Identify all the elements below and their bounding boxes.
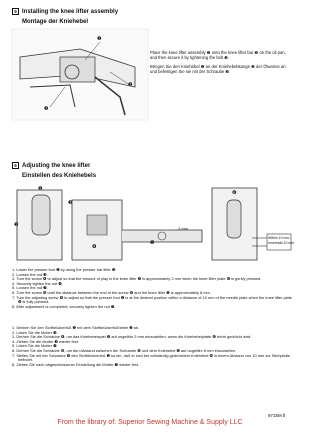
section-number: 5 [12,8,19,15]
step: 1. Lower the presser foot ❶ by using the… [12,267,117,272]
callout: ❺ [150,240,155,246]
heading-5: 5 Installing the knee lifter assembly Mont… [12,8,118,26]
step: 7. Stellen Sie mit der Schraube ❾ den St… [12,352,290,363]
page: 5 Installing the knee lifter assembly Mont… [11,8,295,426]
title-en: Adjusting the knee lifter [22,163,91,169]
footer-library: From the library of: Superior Sewing Mac… [57,419,243,426]
step: 8. Ziehen Sie nach abgeschlossener Einst… [12,361,139,367]
step: 3. Drehen Sie die Schraube ❹, um das Kni… [12,334,252,340]
callout: ❸ [44,106,49,112]
figure-label: 2 mm [178,226,188,231]
step: 5. Lösen Sie die Mutter ❼. [12,343,58,349]
heading-6: 6 Adjusting the knee lifter Einstellen des… [12,162,96,180]
step: 1. Senken Sie den Stoffdrückerfuß ❶ mit … [12,325,140,330]
step: 8. After adjustment is completed, secure… [12,303,116,309]
step: 6. Turn the screw ❽ until the distance b… [12,289,211,295]
step: 2. Lösen Sie die Mutter ❸. [12,329,58,335]
figure-label: Within 10 mm Innerhalb 10 mm [268,236,294,245]
figure-adjust [16,187,292,261]
steps-de: 1. Senken Sie den Stoffdrückerfuß ❶ mit … [12,325,294,367]
text-en: Place the knee lifter assembly ❶ onto th… [150,50,286,61]
step: 4. Ziehen Sie die Mutter ❸ wieder fest. [12,338,79,344]
label-en: Within 10 mm [268,236,290,240]
text-de: Bringen Sie den Kniehebel ❶ an der Knieh… [150,64,286,75]
callout: ❶ [97,36,102,42]
callout: ❶ [14,222,19,228]
callout: ❷ [38,186,43,192]
steps-en: 1. Lower the presser foot ❶ by using the… [12,267,294,309]
title-de: Montage der Kniehebel [22,19,89,25]
step: 5. Loosen the nut ❼. [12,285,48,291]
page-number: 9715M Ⅱ [268,413,286,418]
step: 6. Drehen Sie die Schraube ❽, um den Abs… [12,347,237,353]
title-en: Installing the knee lifter assembly [22,9,119,15]
callout: ❷ [128,82,133,88]
step: 2. Loosen the nut ❸. [12,271,48,277]
callout: ❹ [92,244,97,250]
step: 4. Securely tighten the nut ❸. [12,280,63,286]
section-number: 6 [12,162,19,169]
step: 3. Turn the screw ❹ to adjust so that th… [12,276,262,282]
title-de: Einstellen des Kniehebels [22,173,97,179]
label-de: Innerhalb 10 mm [268,240,295,245]
step: 7. Turn the adjusting screw ❾ to adjust … [12,294,292,305]
figure-install [11,28,149,121]
callout: ❻ [232,190,237,196]
callout: ❸ [68,200,73,206]
